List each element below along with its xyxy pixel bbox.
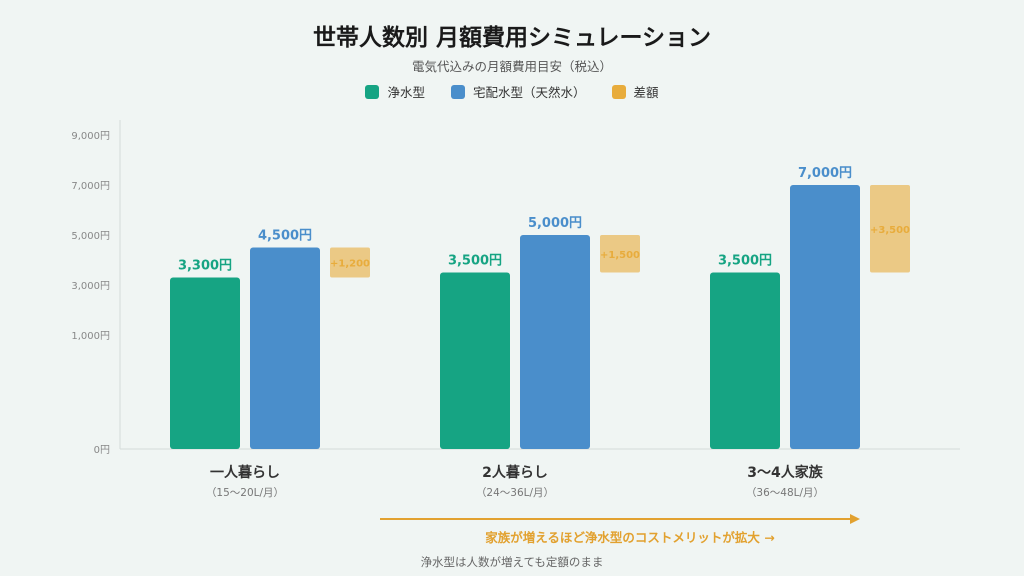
- bar-delivery-water: [520, 235, 590, 449]
- category-sublabel: （24〜36L/月）: [476, 487, 554, 499]
- legend-swatch-delivery-water: [450, 84, 465, 99]
- bar-value-label: 3,300円: [178, 259, 232, 274]
- category-label: 2人暮らし: [482, 464, 548, 481]
- legend-swatch-water-purifier: [365, 84, 380, 99]
- bar-difference: [330, 247, 370, 278]
- legend-item-delivery-water: 宅配水型（天然水）: [450, 82, 586, 101]
- bar-water-purifier: [170, 277, 240, 449]
- bar-water-purifier: [710, 272, 780, 449]
- difference-label: +1,200: [330, 259, 370, 270]
- chart-title: 世帯人数別 月額費用シミュレーション: [312, 25, 712, 51]
- bar-difference: [600, 235, 640, 273]
- bars: 3,300円 4,500円 +1,200 3,500円 5,000円 +1,500 3,50…: [170, 166, 910, 449]
- bar-water-purifier: [440, 272, 510, 449]
- legend-swatch-difference: [611, 84, 626, 99]
- category-label: 一人暮らし: [210, 464, 280, 481]
- bar-delivery-water: [250, 247, 320, 449]
- trend-annotation: 家族が増えるほど浄水型のコストメリットが拡大 →: [485, 530, 775, 545]
- legend: 浄水型 宅配水型（天然水） 差額: [0, 82, 1024, 101]
- bar-value-label: 3,500円: [448, 254, 502, 269]
- y-tick-label: 1,000円: [71, 331, 110, 342]
- bar-value-label: 7,000円: [798, 166, 852, 181]
- bar-delivery-water: [790, 185, 860, 449]
- legend-label-difference: 差額: [633, 85, 659, 100]
- x-axis-labels: 一人暮らし （15〜20L/月） 2人暮らし （24〜36L/月） 3〜4人家族 （36〜…: [206, 464, 824, 499]
- category-sublabel: （15〜20L/月）: [206, 487, 284, 499]
- bar-value-label: 4,500円: [258, 229, 312, 244]
- y-tick-label: 0円: [94, 445, 110, 456]
- legend-label-delivery-water: 宅配水型（天然水）: [472, 85, 586, 100]
- category-label: 3〜4人家族: [747, 464, 823, 481]
- legend-label-water-purifier: 浄水型: [387, 85, 425, 100]
- legend-item-difference: 差額: [611, 82, 659, 101]
- category-sublabel: （36〜48L/月）: [746, 487, 824, 499]
- chart-subtitle: 電気代込みの月額費用目安（税込）: [411, 59, 612, 74]
- bar-value-label: 3,500円: [718, 254, 772, 269]
- legend-item-water-purifier: 浄水型: [365, 82, 425, 101]
- y-tick-label: 9,000円: [71, 131, 110, 142]
- y-tick-label: 7,000円: [71, 181, 110, 192]
- bar-value-label: 5,000円: [528, 216, 582, 231]
- difference-label: +3,500: [870, 225, 910, 236]
- difference-label: +1,500: [600, 250, 640, 261]
- footnote: 浄水型は人数が増えても定額のまま: [420, 555, 604, 569]
- y-tick-label: 5,000円: [71, 231, 110, 242]
- y-tick-label: 3,000円: [71, 281, 110, 292]
- bar-difference: [870, 185, 910, 273]
